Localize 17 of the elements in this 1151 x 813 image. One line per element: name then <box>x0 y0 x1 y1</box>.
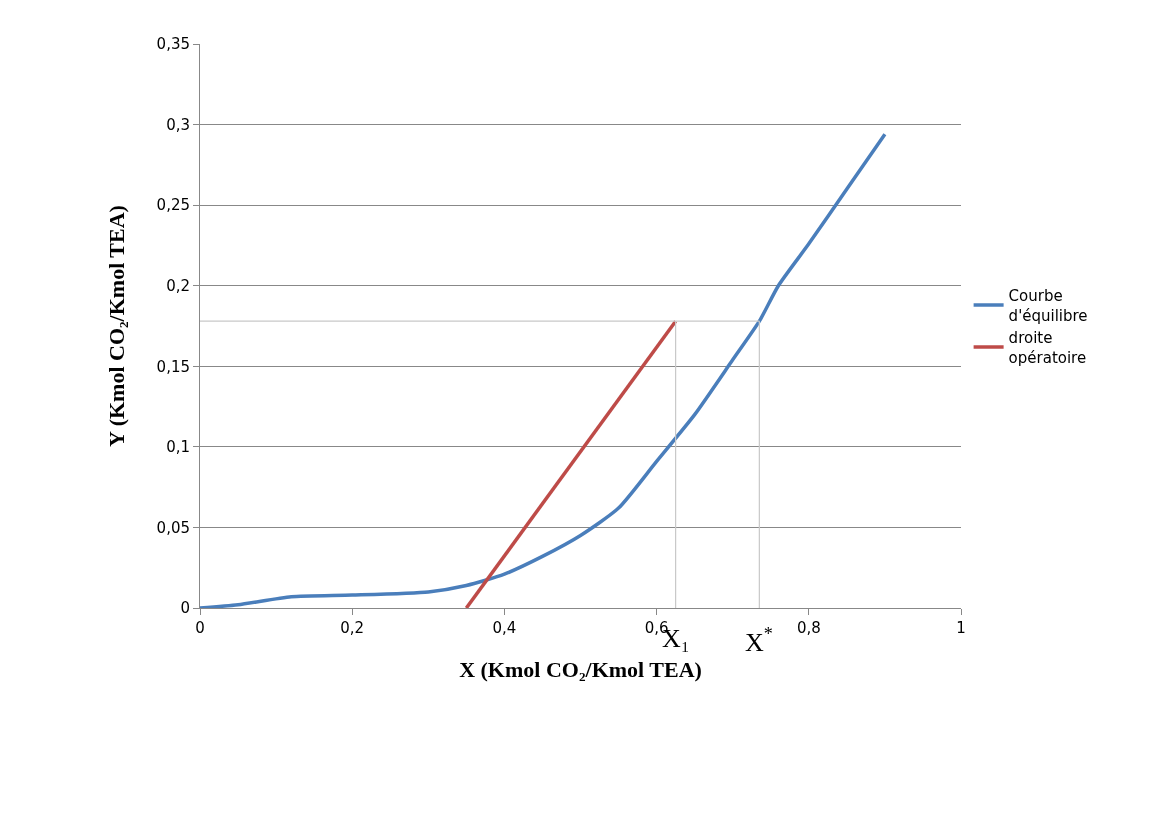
x-tick-label: 0 <box>195 619 205 637</box>
y-tick-label: 0,15 <box>156 357 190 376</box>
y-tick-label: 0,05 <box>156 518 190 537</box>
x-tick-label: 0,8 <box>796 619 821 637</box>
x-tick-label: 0,2 <box>340 619 365 637</box>
x-tick-label: 1 <box>956 619 966 637</box>
x-tick-label: 0,4 <box>492 619 517 637</box>
y-tick-label: 0 <box>180 599 190 618</box>
y-tick-label: 0,35 <box>156 35 190 54</box>
y-tick-label: 0,1 <box>166 438 190 457</box>
y-tick-label: 0,2 <box>166 276 190 295</box>
y-axis-title: Y (Kmol CO₂/Kmol TEA) <box>104 205 130 447</box>
y-tick-label: 0,3 <box>166 115 190 134</box>
x-axis-title: X (Kmol CO₂/Kmol TEA) <box>459 656 702 682</box>
legend-label: droite opératoire <box>1008 329 1087 367</box>
annotation: X$^{*}$ <box>745 624 773 657</box>
y-tick-label: 0,25 <box>156 196 190 215</box>
